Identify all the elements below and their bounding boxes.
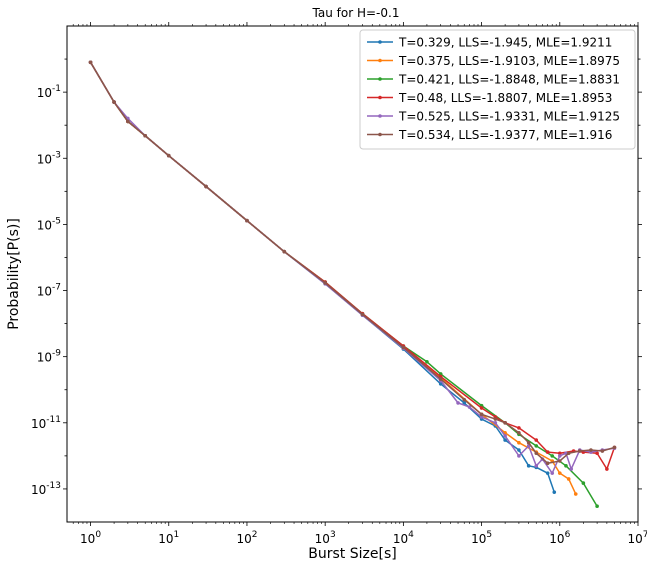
data-point (517, 430, 521, 435)
legend-marker (378, 132, 382, 137)
data-point (595, 504, 599, 509)
data-point (479, 415, 484, 419)
data-point (589, 448, 593, 452)
data-point (438, 377, 443, 381)
data-point (581, 481, 586, 485)
data-point (534, 451, 539, 456)
data-point (534, 464, 539, 468)
y-axis-title: Probability[P(s)] (6, 218, 22, 330)
legend-marker (378, 40, 382, 44)
data-point (438, 382, 443, 386)
data-point (462, 397, 467, 402)
data-point (545, 450, 550, 454)
data-point (323, 281, 327, 285)
data-point (493, 421, 498, 425)
data-point (566, 451, 571, 456)
legend-marker (378, 114, 382, 118)
data-point (462, 401, 467, 405)
legend-label: T=0.48, LLS=-1.8807, MLE=1.8953 (398, 91, 612, 105)
data-point (557, 459, 562, 463)
data-point (467, 405, 472, 409)
data-point (552, 490, 557, 494)
legend-label: T=0.534, LLS=-1.9377, MLE=1.916 (398, 128, 612, 142)
data-point (112, 100, 116, 104)
data-point (550, 471, 555, 475)
series-layer (88, 60, 617, 509)
data-point (612, 445, 617, 450)
chart-title: Tau for H=-0.1 (312, 6, 400, 20)
data-point (595, 451, 599, 456)
data-point (557, 471, 562, 475)
data-point (600, 449, 605, 453)
data-point (573, 492, 578, 496)
data-point (143, 133, 148, 138)
legend-marker (378, 58, 382, 63)
legend-marker (378, 95, 382, 100)
data-point (526, 440, 531, 445)
data-point (88, 60, 93, 65)
data-point (534, 438, 539, 442)
data-point (577, 449, 582, 453)
data-point (534, 444, 539, 448)
data-point (479, 406, 484, 410)
data-point (456, 401, 460, 405)
legend-item: T=0.329, LLS=-1.945, MLE=1.9211 (367, 36, 612, 50)
data-point (550, 454, 555, 458)
legend-item: T=0.421, LLS=-1.8848, MLE=1.8831 (367, 73, 620, 87)
data-point (245, 218, 249, 223)
legend-label: T=0.525, LLS=-1.9331, MLE=1.9125 (398, 110, 620, 124)
legend-item: T=0.48, LLS=-1.8807, MLE=1.8953 (367, 91, 612, 105)
legend-item: T=0.375, LLS=-1.9103, MLE=1.8975 (367, 54, 620, 68)
data-point (569, 467, 574, 471)
data-point (545, 471, 550, 475)
legend-item: T=0.534, LLS=-1.9377, MLE=1.916 (367, 128, 612, 142)
data-point (425, 359, 429, 364)
data-point (526, 464, 531, 468)
data-point (605, 467, 609, 471)
x-tick-label: 107 (627, 530, 647, 546)
data-point (360, 312, 365, 317)
data-point (204, 184, 208, 189)
data-point (503, 434, 507, 438)
data-point (517, 454, 521, 458)
series-6 (88, 60, 617, 466)
data-point (557, 454, 562, 458)
data-point (545, 461, 550, 466)
legend-item: T=0.525, LLS=-1.9331, MLE=1.9125 (367, 110, 620, 124)
legend-marker (378, 77, 382, 81)
data-point (517, 440, 521, 445)
data-point (517, 426, 521, 430)
data-point (557, 451, 562, 456)
data-point (282, 249, 287, 254)
data-point (503, 421, 507, 425)
legend-label: T=0.329, LLS=-1.945, MLE=1.9211 (398, 36, 612, 50)
series-line (89, 61, 615, 464)
x-axis-title: Burst Size[s] (308, 546, 396, 562)
legend: T=0.329, LLS=-1.945, MLE=1.9211 T=0.375, … (359, 29, 636, 150)
legend-label: T=0.375, LLS=-1.9103, MLE=1.8975 (398, 54, 620, 68)
data-point (503, 438, 507, 442)
x-axis-ticks: 100 101 102 103 104 105 106 107 (72, 22, 647, 546)
data-point (438, 372, 443, 376)
data-point (479, 412, 484, 417)
data-point (401, 345, 406, 350)
data-point (517, 448, 521, 452)
data-point (166, 153, 171, 158)
data-point (564, 464, 568, 468)
legend-box (359, 29, 636, 150)
legend-label: T=0.421, LLS=-1.8848, MLE=1.8831 (398, 73, 620, 87)
data-point (566, 477, 571, 481)
data-point (126, 119, 130, 124)
data-point (493, 417, 498, 421)
